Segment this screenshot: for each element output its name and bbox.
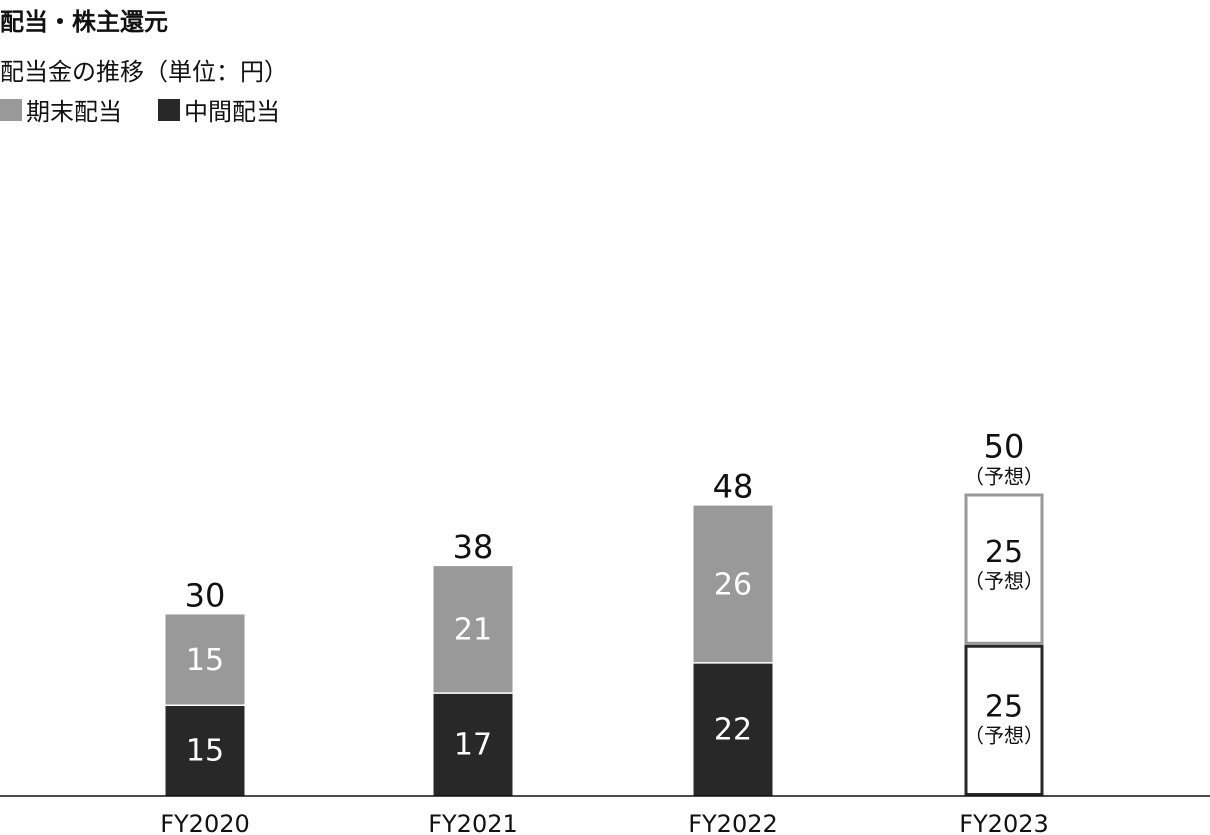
legend-swatch-interim	[158, 98, 180, 121]
x-tick-label-FY2021: FY2021	[428, 810, 518, 835]
value-label-year-end-FY2021: 21	[454, 613, 492, 648]
forecast-note-year-end-FY2023: （予想）	[964, 569, 1044, 593]
value-label-year-end-FY2020: 15	[186, 643, 224, 678]
total-label-FY2021: 38	[453, 528, 494, 566]
value-label-year-end-FY2023: 25	[985, 535, 1023, 570]
legend-label-year-end: 期末配当	[26, 98, 122, 126]
bar-interim-FY2021	[433, 693, 513, 796]
x-tick-label-FY2020: FY2020	[160, 810, 250, 835]
value-label-interim-FY2020: 15	[186, 734, 224, 769]
legend-label-interim: 中間配当	[184, 98, 280, 126]
value-label-interim-FY2022: 22	[714, 712, 752, 747]
value-label-interim-FY2023: 25	[985, 689, 1023, 724]
bar-interim-FY2020	[165, 705, 245, 796]
bar-year-end-FY2021	[433, 566, 513, 694]
total-label-FY2023: 50	[984, 428, 1025, 466]
total-label-FY2022: 48	[713, 468, 754, 506]
bar-interim-forecast-FY2023	[964, 644, 1044, 796]
bar-year-end-FY2020	[165, 614, 245, 706]
x-tick-label-FY2023: FY2023	[959, 810, 1049, 835]
x-tick-label-FY2022: FY2022	[688, 810, 778, 835]
value-label-interim-FY2021: 17	[454, 728, 492, 763]
bar-interim-FY2022	[693, 662, 773, 796]
forecast-note-total-FY2023: （予想）	[964, 465, 1044, 489]
total-label-FY2020: 30	[185, 577, 226, 615]
forecast-note-interim-FY2023: （予想）	[964, 723, 1044, 747]
legend-item-year-end: 期末配当	[0, 92, 122, 127]
legend-swatch-year-end	[0, 98, 22, 121]
page-title: 配当・株主還元	[0, 8, 168, 36]
value-label-year-end-FY2022: 26	[714, 567, 752, 602]
bar-year-end-forecast-FY2023	[964, 493, 1044, 645]
legend-item-interim: 中間配当	[158, 92, 280, 127]
chart-subtitle: 配当金の推移（単位：円）	[0, 58, 288, 86]
bar-year-end-FY2022	[693, 505, 773, 663]
legend: 期末配当 中間配当	[0, 92, 316, 127]
